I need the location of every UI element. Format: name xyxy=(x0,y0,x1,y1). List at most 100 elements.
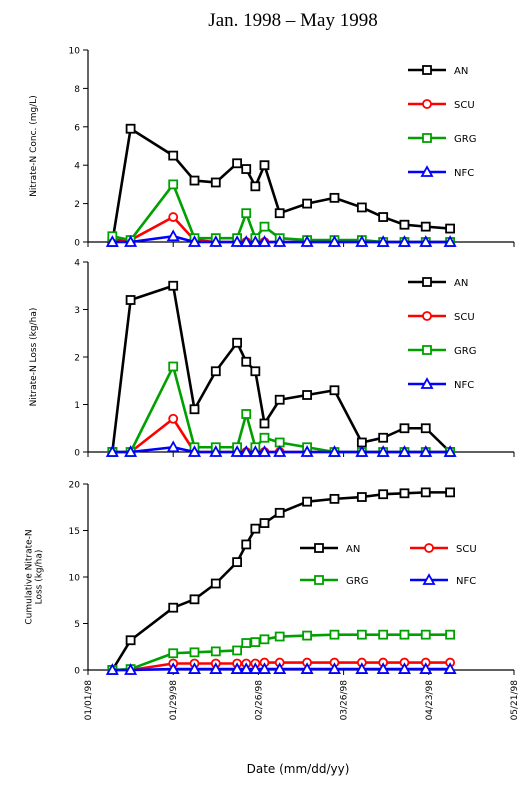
y-tick-label: 10 xyxy=(69,574,81,584)
legend: AN SCU GRG NFC xyxy=(408,277,476,391)
data-point-grg xyxy=(399,629,410,640)
data-point-an xyxy=(125,635,136,646)
legend-label: AN xyxy=(346,544,360,555)
data-point-nfc xyxy=(166,440,180,453)
y-tick-label: 2 xyxy=(74,354,80,364)
data-point-an xyxy=(241,539,252,550)
x-tick-label: 01/29/98 xyxy=(169,680,179,721)
legend-label: GRG xyxy=(346,576,368,587)
data-point-nfc xyxy=(248,445,262,457)
data-point-an xyxy=(399,423,410,434)
data-point-an xyxy=(125,295,136,305)
data-point-nfc xyxy=(443,445,457,457)
data-point-nfc xyxy=(397,235,411,247)
legend-marker xyxy=(422,277,432,287)
y-axis-label-line: Cumulative Nitrate-N xyxy=(25,529,35,624)
data-point-nfc xyxy=(187,662,202,674)
data-point-an xyxy=(210,578,221,589)
figure-title: Jan. 1998 – May 1998 xyxy=(208,10,378,31)
data-point-nfc xyxy=(209,235,223,247)
data-point-an xyxy=(356,202,367,213)
data-point-an xyxy=(274,507,285,518)
data-point-nfc xyxy=(209,445,223,457)
data-point-grg xyxy=(378,629,389,640)
legend-label: NFC xyxy=(454,380,474,391)
data-point-an xyxy=(356,492,367,502)
x-tick-label: 03/26/98 xyxy=(340,680,350,721)
data-point-nfc xyxy=(443,235,457,247)
series-an xyxy=(107,123,456,247)
legend-label: GRG xyxy=(454,134,476,145)
chart-panel-2: 0 1 2 3 4 Nitrate-N Loss (kg/ha) AN SCU GRG NFC xyxy=(29,259,515,459)
data-point-nfc xyxy=(230,662,244,674)
data-point-an xyxy=(232,337,243,348)
legend-marker xyxy=(424,543,434,553)
series-nfc xyxy=(105,229,457,247)
data-point-an xyxy=(420,423,431,434)
series-nfc xyxy=(105,662,457,675)
legend-marker xyxy=(314,543,324,553)
data-point-an xyxy=(259,418,270,429)
data-point-an xyxy=(302,198,312,209)
data-point-nfc xyxy=(273,235,287,247)
data-point-nfc xyxy=(239,235,253,247)
legend-label: AN xyxy=(454,66,468,77)
y-tick-label: 0 xyxy=(74,449,80,459)
data-point-an xyxy=(210,177,221,188)
data-point-an xyxy=(329,385,340,396)
data-point-nfc xyxy=(327,445,342,457)
data-point-an xyxy=(420,221,431,232)
data-point-an xyxy=(210,366,221,377)
y-tick-label: 15 xyxy=(69,527,80,537)
y-axis-label-line: Loss (kg/ha) xyxy=(34,550,44,605)
data-point-an xyxy=(329,493,340,504)
data-point-grg xyxy=(241,409,252,419)
data-point-an xyxy=(189,175,200,186)
data-point-an xyxy=(259,160,270,171)
data-point-nfc xyxy=(166,229,180,242)
data-point-nfc xyxy=(124,445,138,457)
data-point-nfc xyxy=(419,445,433,457)
data-point-grg xyxy=(210,646,221,657)
data-point-an xyxy=(168,150,179,161)
data-point-grg xyxy=(232,645,243,656)
data-point-an xyxy=(378,432,389,443)
data-point-an xyxy=(329,192,340,203)
data-point-grg xyxy=(168,648,179,659)
data-point-grg xyxy=(168,179,179,190)
data-point-nfc xyxy=(248,662,262,674)
legend-marker xyxy=(422,345,432,355)
y-tick-label: 1 xyxy=(74,401,80,411)
data-point-nfc xyxy=(105,445,119,457)
data-point-nfc xyxy=(257,235,272,247)
data-point-nfc xyxy=(355,445,369,457)
data-point-nfc xyxy=(257,662,272,674)
data-point-nfc xyxy=(376,445,390,457)
data-point-an xyxy=(274,208,285,219)
data-point-nfc xyxy=(376,662,390,674)
y-axis-label: Cumulative Nitrate-NLoss (kg/ha) xyxy=(25,529,45,624)
data-point-nfc xyxy=(419,662,433,674)
data-point-an xyxy=(250,366,261,377)
data-point-an xyxy=(125,123,136,134)
legend: AN SCU GRG NFC xyxy=(408,65,476,179)
data-point-an xyxy=(378,212,389,222)
y-tick-label: 0 xyxy=(74,667,80,677)
data-point-grg xyxy=(241,208,252,219)
data-point-an xyxy=(232,557,243,568)
data-point-nfc xyxy=(187,235,202,247)
data-point-nfc xyxy=(300,662,314,674)
data-point-an xyxy=(168,602,179,613)
data-point-nfc xyxy=(257,445,272,457)
data-point-nfc xyxy=(187,445,202,457)
y-tick-label: 5 xyxy=(74,620,80,630)
y-tick-label: 2 xyxy=(74,200,80,210)
legend-label: SCU xyxy=(456,544,477,555)
y-tick-label: 4 xyxy=(74,162,80,172)
series-an xyxy=(107,280,456,457)
series-line-an xyxy=(111,127,451,243)
legend-label: AN xyxy=(454,278,468,289)
data-point-grg xyxy=(420,629,431,640)
series-an xyxy=(107,487,456,675)
